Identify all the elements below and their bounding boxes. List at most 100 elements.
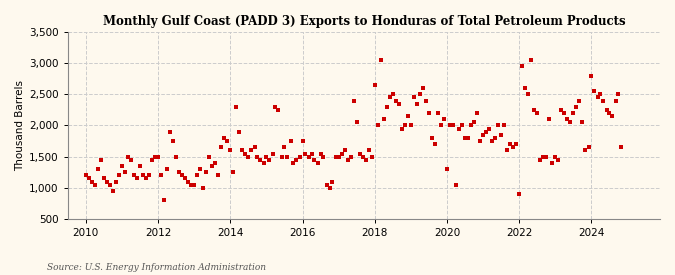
- Point: [538, 155, 549, 159]
- Point: [493, 123, 504, 128]
- Point: [400, 123, 410, 128]
- Point: [123, 155, 134, 159]
- Title: Monthly Gulf Coast (PADD 3) Exports to Honduras of Total Petroleum Products: Monthly Gulf Coast (PADD 3) Exports to H…: [103, 15, 625, 28]
- Point: [592, 95, 603, 100]
- Point: [243, 155, 254, 159]
- Point: [345, 155, 356, 159]
- Point: [462, 136, 473, 140]
- Point: [113, 173, 124, 178]
- Point: [231, 104, 242, 109]
- Point: [610, 98, 621, 103]
- Point: [559, 111, 570, 115]
- Point: [252, 155, 263, 159]
- Point: [526, 58, 537, 62]
- Point: [541, 155, 551, 159]
- Point: [505, 142, 516, 146]
- Point: [586, 73, 597, 78]
- Point: [499, 123, 510, 128]
- Point: [327, 179, 338, 184]
- Point: [99, 176, 109, 181]
- Point: [267, 151, 278, 156]
- Point: [111, 179, 122, 184]
- Point: [134, 164, 145, 168]
- Point: [421, 98, 431, 103]
- Point: [511, 142, 522, 146]
- Point: [288, 161, 299, 165]
- Point: [478, 133, 489, 137]
- Point: [550, 155, 561, 159]
- Point: [80, 173, 91, 178]
- Point: [553, 158, 564, 162]
- Point: [417, 86, 428, 90]
- Point: [324, 186, 335, 190]
- Point: [132, 176, 142, 181]
- Point: [128, 173, 139, 178]
- Point: [171, 155, 182, 159]
- Point: [565, 120, 576, 125]
- Point: [309, 158, 320, 162]
- Point: [219, 136, 230, 140]
- Point: [264, 158, 275, 162]
- Point: [227, 170, 238, 174]
- Point: [502, 148, 512, 153]
- Point: [423, 111, 434, 115]
- Point: [180, 176, 190, 181]
- Point: [523, 92, 534, 97]
- Point: [408, 95, 419, 100]
- Point: [435, 123, 446, 128]
- Point: [168, 139, 179, 143]
- Point: [367, 155, 377, 159]
- Point: [544, 117, 555, 122]
- Point: [607, 114, 618, 118]
- Y-axis label: Thousand Barrels: Thousand Barrels: [15, 80, 25, 171]
- Point: [270, 104, 281, 109]
- Point: [165, 130, 176, 134]
- Point: [568, 111, 578, 115]
- Point: [595, 92, 606, 97]
- Point: [562, 117, 572, 122]
- Point: [616, 145, 627, 150]
- Point: [336, 151, 347, 156]
- Point: [213, 173, 224, 178]
- Point: [313, 161, 323, 165]
- Point: [535, 158, 545, 162]
- Point: [441, 167, 452, 171]
- Point: [153, 155, 163, 159]
- Point: [246, 148, 256, 153]
- Point: [261, 155, 272, 159]
- Point: [468, 120, 479, 125]
- Point: [601, 108, 612, 112]
- Point: [126, 158, 136, 162]
- Point: [294, 155, 305, 159]
- Point: [144, 173, 155, 178]
- Point: [155, 173, 166, 178]
- Point: [258, 161, 269, 165]
- Point: [150, 155, 161, 159]
- Point: [333, 155, 344, 159]
- Point: [162, 167, 173, 171]
- Point: [369, 83, 380, 87]
- Point: [315, 151, 326, 156]
- Point: [282, 155, 293, 159]
- Point: [255, 158, 266, 162]
- Point: [574, 98, 585, 103]
- Point: [381, 104, 392, 109]
- Point: [604, 111, 615, 115]
- Point: [613, 92, 624, 97]
- Point: [83, 176, 94, 181]
- Point: [318, 155, 329, 159]
- Point: [189, 183, 200, 187]
- Point: [454, 126, 464, 131]
- Point: [105, 183, 115, 187]
- Point: [330, 155, 341, 159]
- Point: [495, 133, 506, 137]
- Point: [375, 58, 386, 62]
- Point: [119, 170, 130, 174]
- Point: [379, 117, 389, 122]
- Point: [547, 161, 558, 165]
- Point: [402, 114, 413, 118]
- Point: [186, 183, 196, 187]
- Point: [348, 98, 359, 103]
- Point: [451, 183, 462, 187]
- Point: [234, 130, 245, 134]
